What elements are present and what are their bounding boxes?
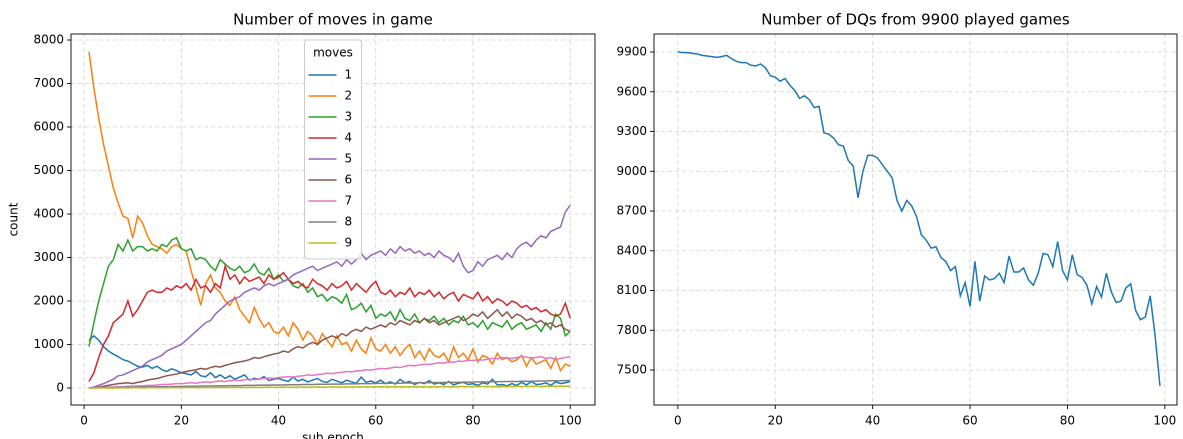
legend-label: 4: [345, 131, 353, 145]
x-tick-label: 100: [559, 414, 582, 428]
legend-label: 1: [345, 68, 353, 82]
data-line: [88, 263, 571, 382]
x-tick-label: 80: [1060, 414, 1075, 428]
x-tick-label: 0: [674, 414, 682, 428]
x-tick-label: 100: [1153, 414, 1176, 428]
x-tick-label: 20: [768, 414, 783, 428]
data-line: [88, 51, 571, 373]
y-tick-label: 8000: [33, 33, 64, 47]
x-tick-label: 60: [368, 414, 383, 428]
y-axis-label: count: [7, 202, 21, 236]
legend-label: 5: [345, 152, 353, 166]
y-tick-label: 9000: [616, 164, 647, 178]
data-line: [88, 308, 571, 389]
y-tick-label: 4000: [33, 206, 64, 220]
axes: Number of DQs from 9900 played games 7500…: [616, 11, 1178, 428]
data-line: [88, 236, 571, 347]
y-tick-label: 7500: [616, 363, 647, 377]
axes-frame: [70, 33, 596, 406]
y-tick-label: 6000: [33, 120, 64, 134]
y-tick-label: 9900: [616, 45, 647, 59]
legend: moves 1 2 3 4 5 6 7 8 9: [304, 39, 362, 260]
legend-label: 3: [345, 110, 353, 124]
data-line: [88, 355, 571, 389]
x-tick-label: 80: [465, 414, 480, 428]
y-tick-label: 8400: [616, 243, 647, 257]
y-tick-label: 8700: [616, 204, 647, 218]
y-tick-label: 1000: [33, 337, 64, 351]
x-tick-label: 20: [174, 414, 189, 428]
chart-title: Number of moves in game: [233, 11, 433, 29]
legend-label: 9: [345, 236, 353, 250]
y-tick-label: 7800: [616, 323, 647, 337]
y-tick-label: 9600: [616, 84, 647, 98]
y-tick-label: 0: [56, 380, 64, 394]
data-line: [88, 379, 571, 389]
y-tick-label: 9300: [616, 124, 647, 138]
axes: Number of moves in game01000200030004000…: [7, 11, 596, 439]
x-tick-label: 60: [962, 414, 977, 428]
x-tick-label: 40: [271, 414, 286, 428]
legend-label: 2: [345, 89, 353, 103]
legend-title: moves: [313, 46, 353, 60]
legend-box: [304, 39, 362, 260]
y-tick-label: 7000: [33, 76, 64, 90]
chart-title: Number of DQs from 9900 played games: [761, 11, 1070, 29]
x-axis-label: sub epoch: [302, 431, 364, 439]
y-tick-label: 3000: [33, 250, 64, 264]
legend-label: 6: [345, 173, 353, 187]
legend-label: 7: [345, 194, 353, 208]
x-tick-label: 40: [865, 414, 880, 428]
y-tick-label: 5000: [33, 163, 64, 177]
y-tick-label: 8100: [616, 283, 647, 297]
data-line: [677, 51, 1161, 386]
data-line: [88, 204, 571, 389]
axes-frame: [653, 33, 1178, 406]
data-line: [88, 385, 571, 389]
y-tick-label: 2000: [33, 293, 64, 307]
legend-label: 8: [345, 215, 353, 229]
x-tick-label: 0: [80, 414, 88, 428]
